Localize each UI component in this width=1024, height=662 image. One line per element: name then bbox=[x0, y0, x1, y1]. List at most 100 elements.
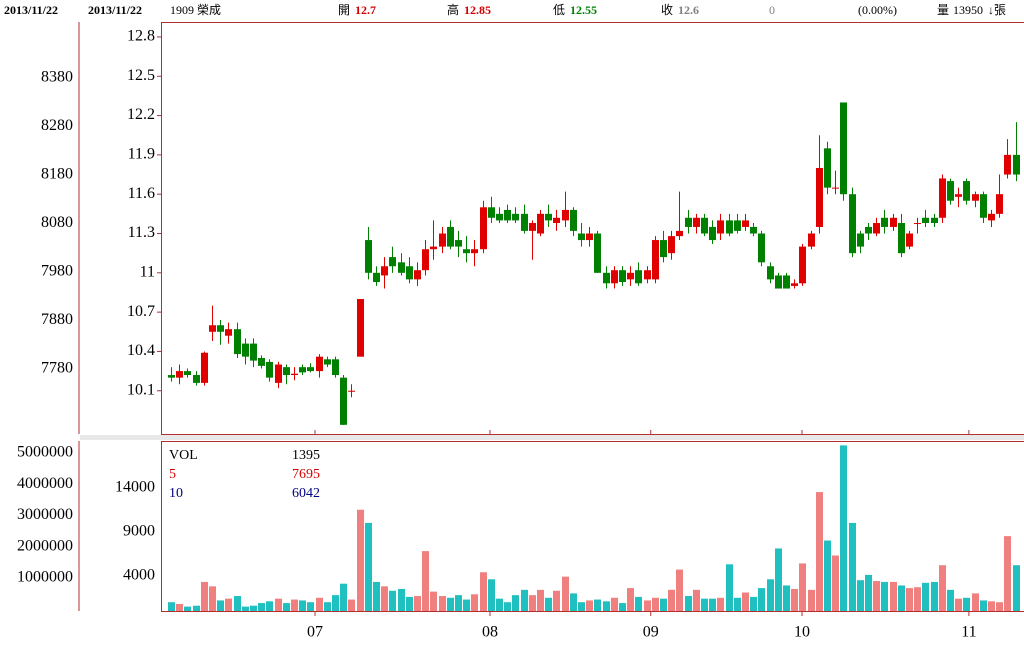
volume-bar bbox=[914, 587, 921, 611]
candle-body bbox=[799, 246, 806, 284]
change-pct: (0.00%) bbox=[858, 3, 897, 17]
volume-bar bbox=[512, 595, 519, 611]
volume-bar bbox=[676, 569, 683, 611]
candle-body bbox=[234, 329, 241, 355]
volume-bar bbox=[750, 596, 757, 611]
volume-bar bbox=[258, 603, 265, 611]
candle-body bbox=[701, 217, 708, 234]
legend-name: 10 bbox=[169, 486, 183, 501]
quote-value: 12.55 bbox=[570, 3, 597, 17]
candle-body bbox=[758, 233, 765, 263]
volume-bar bbox=[578, 602, 585, 611]
volume-bar bbox=[783, 585, 790, 611]
candle-body bbox=[906, 233, 913, 247]
y2-tick-label: 8080 bbox=[41, 214, 73, 231]
candle-body bbox=[676, 230, 683, 237]
legend-value: 7695 bbox=[292, 467, 320, 482]
volume-bar bbox=[726, 564, 733, 611]
candle-body bbox=[980, 194, 987, 218]
candle-body bbox=[496, 213, 503, 221]
y-tick-label: 11.9 bbox=[128, 146, 155, 163]
y-tick-label: 12.5 bbox=[127, 67, 155, 84]
volume-bar bbox=[693, 589, 700, 611]
candle-body bbox=[619, 270, 626, 282]
candle-body bbox=[225, 329, 232, 336]
volume-bar bbox=[176, 603, 183, 611]
candle-body bbox=[693, 217, 700, 227]
candle-body bbox=[316, 356, 323, 372]
volume-unit: ↓張 bbox=[988, 3, 1006, 17]
candle-body bbox=[168, 375, 175, 378]
candle-body bbox=[184, 371, 191, 376]
candle-body bbox=[931, 217, 938, 224]
candle-body bbox=[734, 220, 741, 231]
volume-bar bbox=[963, 597, 970, 611]
quote-value: 12.6 bbox=[678, 3, 699, 17]
volume-tick-label: 9000 bbox=[123, 522, 155, 539]
candle-body bbox=[209, 325, 216, 332]
volume-bar bbox=[299, 600, 306, 611]
y-tick-label: 11.3 bbox=[128, 224, 155, 241]
candle-body bbox=[414, 270, 421, 280]
candle-body bbox=[939, 178, 946, 218]
volume-bar bbox=[570, 593, 577, 611]
volume-bar bbox=[365, 522, 372, 611]
x-tick-label: 07 bbox=[307, 624, 323, 641]
candle-body bbox=[635, 270, 642, 284]
candle-body bbox=[594, 233, 601, 273]
candle-body bbox=[726, 220, 733, 234]
price-panel bbox=[161, 22, 1024, 435]
candle-body bbox=[545, 213, 552, 221]
volume-bar bbox=[816, 492, 823, 611]
volume-bar bbox=[324, 602, 331, 611]
candle-body bbox=[1013, 154, 1020, 175]
volume-y2-tick-label: 3000000 bbox=[17, 506, 73, 523]
volume-bar bbox=[742, 592, 749, 611]
volume-bar bbox=[168, 602, 175, 611]
y2-tick-label: 8180 bbox=[41, 166, 73, 183]
volume-bar bbox=[701, 598, 708, 611]
y-tick-label: 10.1 bbox=[127, 381, 155, 398]
candle-body bbox=[275, 364, 282, 383]
candle-body bbox=[455, 240, 462, 247]
volume-bar bbox=[545, 597, 552, 611]
quote-label: 開 bbox=[338, 3, 350, 17]
volume-bar bbox=[603, 601, 610, 611]
candle-body bbox=[562, 209, 569, 221]
quote-label: 收 bbox=[661, 3, 673, 17]
candle-body bbox=[299, 367, 306, 373]
volume-bar bbox=[389, 590, 396, 611]
candle-body bbox=[783, 275, 790, 289]
volume-bar bbox=[381, 586, 388, 611]
volume-bar bbox=[217, 600, 224, 611]
candle-body bbox=[463, 249, 470, 254]
candle-body bbox=[266, 361, 273, 378]
candle-body bbox=[373, 272, 380, 282]
candle-body bbox=[447, 226, 454, 247]
candle-body bbox=[398, 262, 405, 273]
volume-bar bbox=[627, 588, 634, 611]
volume-bar bbox=[955, 598, 962, 611]
volume-bar bbox=[439, 596, 446, 611]
candle-body bbox=[824, 148, 831, 188]
quote-value: 12.85 bbox=[464, 3, 491, 17]
candle-body bbox=[1004, 154, 1011, 175]
candle-body bbox=[603, 272, 610, 284]
candle-body bbox=[537, 213, 544, 234]
volume-bar bbox=[398, 588, 405, 611]
candle-body bbox=[176, 371, 183, 378]
volume-bar bbox=[537, 589, 544, 611]
volume-bar bbox=[635, 596, 642, 611]
volume-bar bbox=[857, 580, 864, 611]
volume-bar bbox=[529, 595, 536, 611]
volume-bar bbox=[775, 548, 782, 611]
volume-bar bbox=[455, 595, 462, 611]
volume-bar bbox=[873, 581, 880, 611]
volume-bar bbox=[586, 600, 593, 611]
candle-body bbox=[857, 233, 864, 247]
y-tick-label: 11.6 bbox=[128, 185, 155, 202]
volume-bar bbox=[430, 591, 437, 611]
x-tick-label: 09 bbox=[643, 624, 659, 641]
candle-body bbox=[512, 213, 519, 221]
